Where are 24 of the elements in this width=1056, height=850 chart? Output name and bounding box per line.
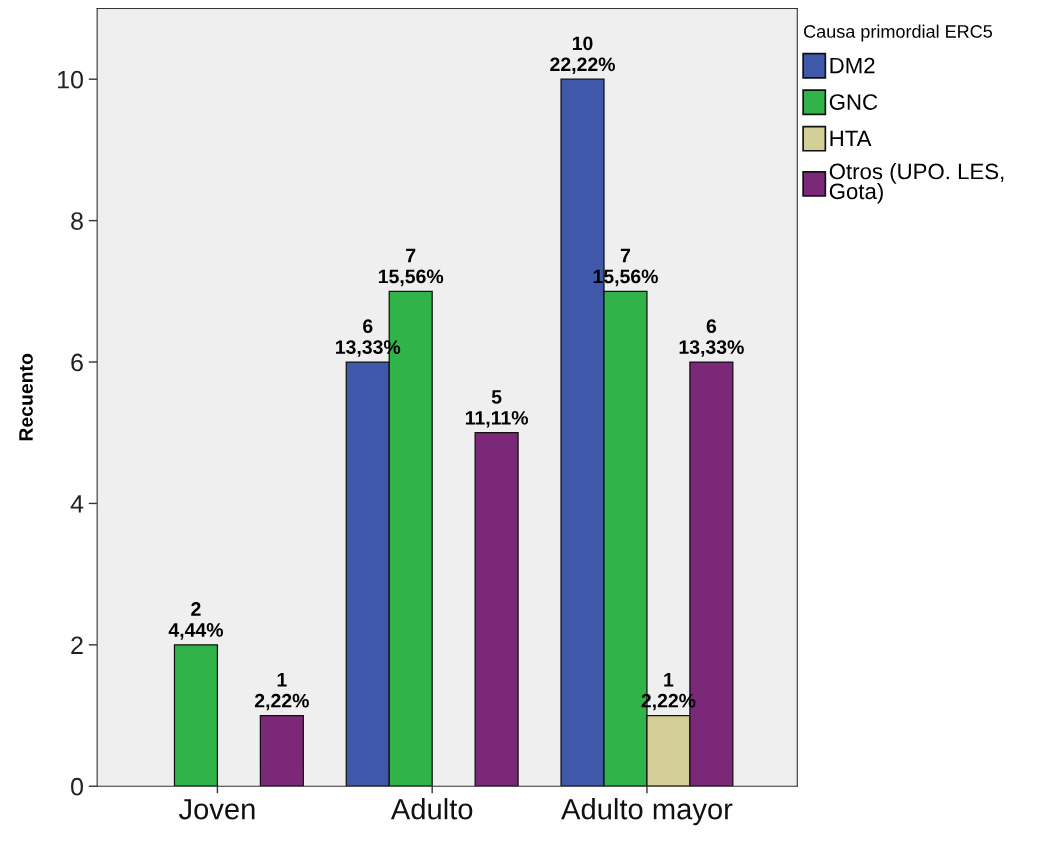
data-label: 6 13,33% <box>679 319 744 357</box>
data-label: 5 11,11% <box>465 390 529 428</box>
legend-title: Causa primordial ERC5 <box>804 24 993 42</box>
data-label: 2 4,44% <box>168 602 223 640</box>
y-tick-label: 4 <box>70 495 84 513</box>
y-tick-label: 6 <box>71 353 83 372</box>
x-tick-label: Adulto mayor <box>561 798 733 826</box>
x-tick-label: Joven <box>178 799 255 820</box>
data-label: 7 15,56% <box>378 248 444 287</box>
y-tick-label: 0 <box>71 777 83 796</box>
legend-label: HTA <box>830 130 872 147</box>
y-axis-title: Recuento <box>19 353 33 441</box>
y-tick-label: 8 <box>71 212 83 230</box>
bar <box>474 432 519 787</box>
legend-label: Otros (UPO. LES, Gota) <box>829 163 1004 204</box>
data-label: 1 2,22% <box>254 673 309 711</box>
bar <box>259 714 304 787</box>
y-tick-label: 10 <box>58 70 83 89</box>
legend-label: DM2 <box>830 57 875 74</box>
y-tick-label: 2 <box>71 636 83 654</box>
legend-label: GNC <box>829 94 878 110</box>
x-tick-label: Adulto <box>390 798 473 820</box>
bar <box>173 644 219 787</box>
data-label: 10 22,22% <box>550 36 615 75</box>
